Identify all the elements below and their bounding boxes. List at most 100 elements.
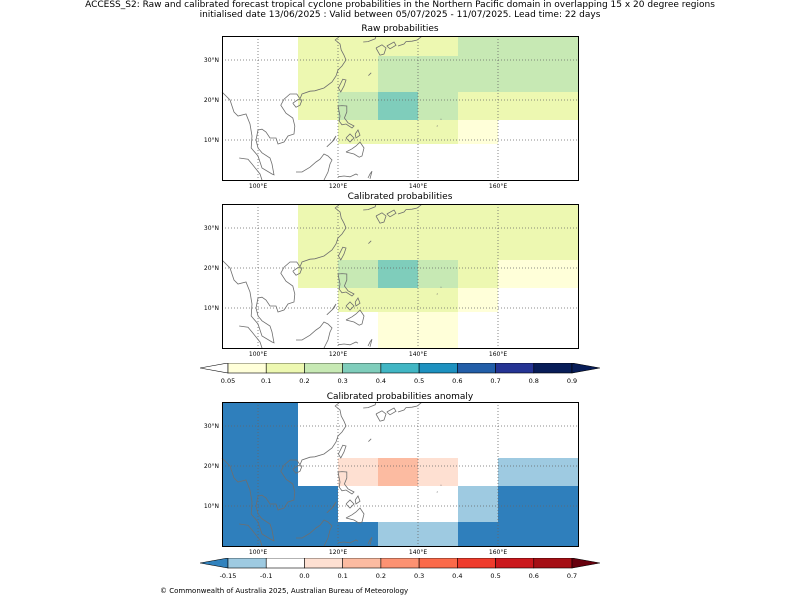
- latitude-label: 10°N: [204, 137, 219, 144]
- longitude-label: 140°E: [409, 351, 427, 358]
- longitude-label: 100°E: [249, 351, 267, 358]
- calibrated-probabilities-map: 100°E 120°E 140°E 160°E 30°N 20°N 10°N: [204, 203, 579, 360]
- probability-cell: [458, 260, 498, 288]
- latitude-label: 30°N: [204, 225, 219, 232]
- figure-subtitle: initialised date 13/06/2025 : Valid betw…: [199, 10, 601, 20]
- longitude-label: 140°E: [409, 183, 427, 190]
- coastline: [337, 539, 359, 544]
- latitude-label: 30°N: [204, 423, 219, 430]
- probability-cell: [418, 260, 458, 288]
- probability-cell: [378, 56, 578, 92]
- colorbar-segment: [265, 363, 305, 374]
- coastline: [338, 78, 347, 93]
- coastline: [397, 401, 422, 413]
- coastline: [221, 203, 347, 344]
- coastline: [354, 129, 361, 139]
- coastline: [363, 35, 377, 43]
- colorbar-tick-label: 0.6: [452, 377, 462, 385]
- colorbar-segment: [457, 363, 496, 374]
- coastline: [337, 273, 355, 297]
- colorbar-tick-label: 0.8: [529, 377, 539, 385]
- colorbar-tick-label: 0.4: [452, 572, 462, 580]
- coastline: [345, 507, 365, 524]
- colorbar-tick-label: -0.1: [260, 572, 273, 580]
- copyright-footer: © Commonwealth of Australia 2025, Austra…: [160, 587, 409, 595]
- coastline: [354, 495, 361, 505]
- colorbar-segment: [495, 363, 535, 374]
- colorbar-tick-label: 0.3: [414, 572, 424, 580]
- latitude-label: 20°N: [204, 463, 219, 470]
- coastline: [296, 321, 333, 349]
- probability-cell: [498, 260, 578, 288]
- coastline: [368, 438, 372, 442]
- colorbar-segment: [380, 363, 420, 374]
- probability-colorbar: 0.05 0.1 0.2 0.3 0.4 0.5 0.6 0.7 0.8 0.9: [200, 363, 600, 387]
- colorbar-tick-label: 0.5: [490, 572, 500, 580]
- coastline: [326, 501, 337, 514]
- coastline: [345, 141, 365, 158]
- colorbar-segment: [265, 558, 305, 569]
- coastline: [436, 491, 438, 493]
- coastline: [375, 44, 387, 56]
- probability-cell: [298, 92, 338, 120]
- anomaly-panel-title: Calibrated probabilities anomaly: [326, 392, 474, 402]
- probability-cell: [298, 56, 378, 92]
- coastline: [345, 301, 355, 311]
- coastline: [386, 209, 397, 218]
- longitude-label: 100°E: [249, 183, 267, 190]
- calibrated-panel-title: Calibrated probabilities: [347, 192, 453, 202]
- probability-cell: [298, 204, 578, 260]
- probability-cell: [338, 120, 458, 144]
- colorbar-segment: [533, 558, 573, 569]
- longitude-label: 120°E: [329, 183, 347, 190]
- raw-panel-title: Raw probabilities: [361, 24, 439, 34]
- colorbar-tick-label: 0.5: [414, 377, 424, 385]
- probability-cell: [458, 36, 578, 56]
- latitude-label: 20°N: [204, 265, 219, 272]
- longitude-label: 160°E: [489, 351, 507, 358]
- coastline: [386, 407, 397, 416]
- coastline: [363, 401, 377, 409]
- map-frame: [222, 402, 579, 547]
- probability-cell: [418, 92, 458, 120]
- colorbar-segment: [533, 363, 573, 374]
- coastline: [239, 523, 263, 547]
- colorbar-segment: [304, 558, 343, 569]
- coastline: [338, 246, 347, 261]
- raw-probabilities-map: 100°E 120°E 140°E 160°E 30°N 20°N 10°N: [204, 35, 579, 192]
- colorbar-segment: [418, 558, 458, 569]
- longitude-label: 120°E: [329, 549, 347, 556]
- longitude-label: 160°E: [489, 183, 507, 190]
- colorbar-tick-label: 0.7: [490, 377, 500, 385]
- probability-cell: [222, 486, 338, 546]
- probability-cell: [298, 260, 338, 288]
- probability-cell: [222, 402, 298, 486]
- latitude-label: 10°N: [204, 503, 219, 510]
- coastline: [354, 297, 361, 307]
- colorbar-segment: [342, 363, 382, 374]
- longitude-label: 120°E: [329, 351, 347, 358]
- colorbar-tick-label: 0.4: [376, 377, 386, 385]
- probability-cell: [498, 458, 578, 486]
- coastline: [338, 444, 347, 459]
- coastline: [221, 35, 347, 176]
- coastline: [436, 293, 438, 295]
- probability-cell: [458, 92, 578, 120]
- colorbar-segment: [380, 558, 420, 569]
- anomaly-map: 100°E 120°E 140°E 160°E 30°N 20°N 10°N: [204, 401, 579, 558]
- probability-cell: [378, 458, 418, 486]
- coastline: [345, 499, 355, 509]
- coastline: [368, 72, 372, 76]
- map-frame: [222, 36, 579, 181]
- colorbar-tick-label: 0.05: [221, 377, 235, 385]
- colorbar-segment: [457, 558, 496, 569]
- latitude-label: 10°N: [204, 305, 219, 312]
- probability-cell: [378, 260, 418, 288]
- probability-cell: [498, 486, 578, 546]
- coastline: [337, 471, 355, 495]
- colorbar-under-extension: [200, 558, 229, 569]
- figure-title: ACCESS_S2: Raw and calibrated forecast t…: [85, 0, 715, 10]
- colorbar-over-extension: [571, 558, 600, 569]
- colorbar-tick-label: -0.15: [220, 572, 237, 580]
- latitude-label: 30°N: [204, 57, 219, 64]
